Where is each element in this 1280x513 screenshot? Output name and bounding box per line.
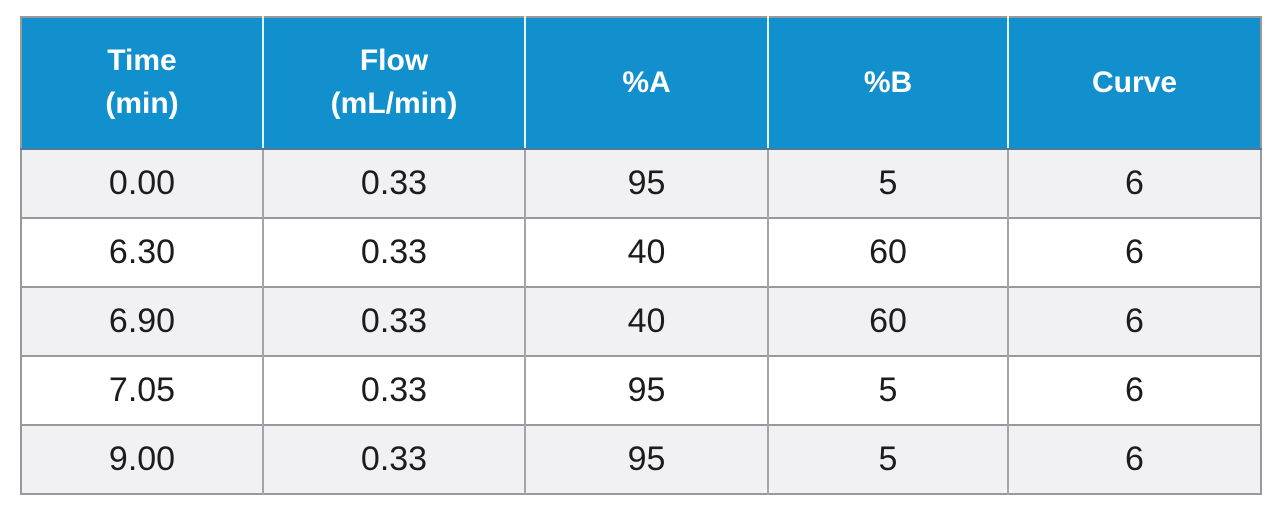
cell-time: 7.05: [21, 355, 263, 425]
header-cell-flow: Flow (mL/min): [262, 17, 525, 150]
cell-flow: 0.33: [262, 217, 525, 287]
cell-percent-a: 40: [524, 217, 768, 287]
cell-percent-b: 5: [767, 355, 1008, 425]
cell-curve: 6: [1007, 424, 1261, 494]
cell-percent-a: 95: [524, 149, 768, 218]
cell-flow: 0.33: [262, 149, 525, 218]
cell-percent-a: 40: [524, 286, 768, 356]
cell-percent-b: 5: [767, 424, 1008, 494]
gradient-method-table: Time (min) Flow (mL/min) %A %B Curve 0.0…: [20, 16, 1262, 495]
cell-flow: 0.33: [262, 355, 525, 425]
cell-curve: 6: [1007, 217, 1261, 287]
cell-percent-a: 95: [524, 424, 768, 494]
table-row: 0.00 0.33 95 5 6: [21, 149, 1261, 218]
table-row: 7.05 0.33 95 5 6: [21, 355, 1261, 425]
cell-time: 6.30: [21, 217, 263, 287]
cell-percent-b: 60: [767, 286, 1008, 356]
header-cell-curve: Curve: [1007, 17, 1261, 150]
cell-flow: 0.33: [262, 286, 525, 356]
cell-percent-b: 60: [767, 217, 1008, 287]
cell-time: 9.00: [21, 424, 263, 494]
cell-time: 6.90: [21, 286, 263, 356]
header-cell-percent-b: %B: [767, 17, 1008, 150]
cell-curve: 6: [1007, 149, 1261, 218]
cell-curve: 6: [1007, 355, 1261, 425]
table-row: 6.90 0.33 40 60 6: [21, 286, 1261, 356]
cell-percent-a: 95: [524, 355, 768, 425]
cell-curve: 6: [1007, 286, 1261, 356]
table-header: Time (min) Flow (mL/min) %A %B Curve: [21, 17, 1261, 150]
table-body: 0.00 0.33 95 5 6 6.30 0.33 40 60 6 6.90 …: [21, 149, 1261, 494]
cell-flow: 0.33: [262, 424, 525, 494]
header-row: Time (min) Flow (mL/min) %A %B Curve: [21, 17, 1261, 150]
cell-time: 0.00: [21, 149, 263, 218]
table-row: 9.00 0.33 95 5 6: [21, 424, 1261, 494]
header-cell-time: Time (min): [21, 17, 263, 150]
table-row: 6.30 0.33 40 60 6: [21, 217, 1261, 287]
header-cell-percent-a: %A: [524, 17, 768, 150]
cell-percent-b: 5: [767, 149, 1008, 218]
